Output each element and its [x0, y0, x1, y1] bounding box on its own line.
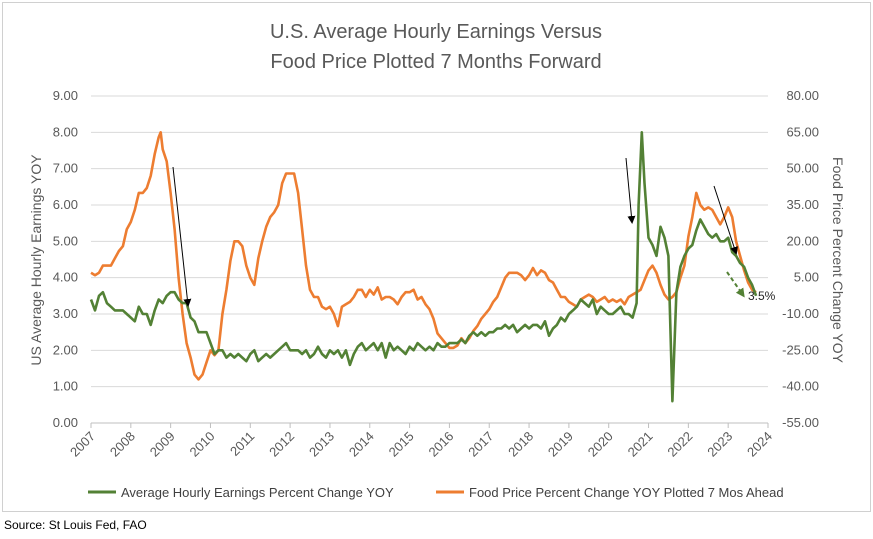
x-tick-label: 2019	[545, 429, 576, 460]
gridlines	[91, 95, 768, 424]
x-tick-label: 2012	[266, 429, 297, 460]
right-tick-label: -55.00	[782, 415, 819, 430]
earnings-line	[89, 131, 758, 403]
right-tick-label: 5.00	[794, 270, 819, 285]
x-tick-label: 2013	[306, 429, 337, 460]
left-tick-label: 4.00	[53, 270, 78, 285]
chart: U.S. Average Hourly Earnings Versus Food…	[28, 21, 846, 500]
x-tick-label: 2014	[346, 429, 377, 460]
x-tick-label: 2016	[425, 429, 456, 460]
right-tick-label: -10.00	[782, 306, 819, 321]
x-tick-label: 2007	[67, 429, 98, 460]
projection-arrow	[726, 271, 745, 298]
x-tick-label: 2009	[147, 429, 178, 460]
x-tick-label: 2015	[386, 429, 417, 460]
x-tick-label: 2021	[625, 429, 656, 460]
left-tick-label: 9.00	[53, 88, 78, 103]
annotation-label: 3.5%	[748, 289, 776, 303]
left-tick-label: 7.00	[53, 161, 78, 176]
x-tick-label: 2017	[465, 429, 496, 460]
left-tick-label: 8.00	[53, 124, 78, 139]
right-tick-label: 50.00	[786, 161, 819, 176]
annotation-arrow-2009	[172, 166, 192, 307]
annotation-arrow-2023	[713, 185, 738, 255]
legend-label-earnings: Average Hourly Earnings Percent Change Y…	[121, 485, 394, 500]
right-tick-label: 80.00	[786, 88, 819, 103]
x-tick-label: 2022	[664, 429, 695, 460]
left-axis-title: US Average Hourly Earnings YOY	[28, 154, 44, 366]
annotation-arrow-2020	[625, 157, 636, 224]
x-tick-label: 2020	[585, 429, 616, 460]
x-tick-label: 2011	[227, 429, 257, 459]
chart-title-line-1: U.S. Average Hourly Earnings Versus	[270, 21, 602, 43]
x-tick-label: 2024	[744, 429, 775, 460]
left-tick-label: 3.00	[53, 306, 78, 321]
x-tick-label: 2010	[187, 429, 218, 460]
chart-frame	[2, 2, 871, 512]
legend-label-food: Food Price Percent Change YOY Plotted 7 …	[469, 485, 784, 500]
x-axis-ticks: 2007 2008 2009 2010 2011 2012 2013 2014 2015 2016…	[67, 423, 775, 460]
left-tick-label: 0.00	[53, 415, 78, 430]
food-price-line	[90, 131, 757, 381]
x-tick-label: 2023	[704, 429, 735, 460]
right-tick-label: -25.00	[782, 342, 819, 357]
x-tick-label: 2008	[107, 429, 138, 460]
chart-title-line-2: Food Price Plotted 7 Months Forward	[270, 51, 601, 73]
right-tick-label: 20.00	[786, 233, 819, 248]
left-axis-ticks: 0.00 1.00 2.00 3.00 4.00 5.00 6.00 7.00 8.00 9.00	[53, 88, 78, 430]
left-tick-label: 2.00	[53, 342, 78, 357]
right-tick-label: 65.00	[786, 124, 819, 139]
right-axis-title: Food Price Percent Change YOY	[830, 157, 846, 364]
legend: Average Hourly Earnings Percent Change Y…	[88, 485, 784, 500]
left-tick-label: 1.00	[53, 379, 78, 394]
source-note: Source: St Louis Fed, FAO	[4, 518, 147, 532]
right-tick-label: 35.00	[786, 197, 819, 212]
right-axis-ticks: -55.00 -40.00 -25.00 -10.00 5.00 20.00 35.00 50…	[782, 88, 819, 430]
left-tick-label: 6.00	[53, 197, 78, 212]
right-tick-label: -40.00	[782, 379, 819, 394]
x-tick-label: 2018	[505, 429, 536, 460]
left-tick-label: 5.00	[53, 233, 78, 248]
